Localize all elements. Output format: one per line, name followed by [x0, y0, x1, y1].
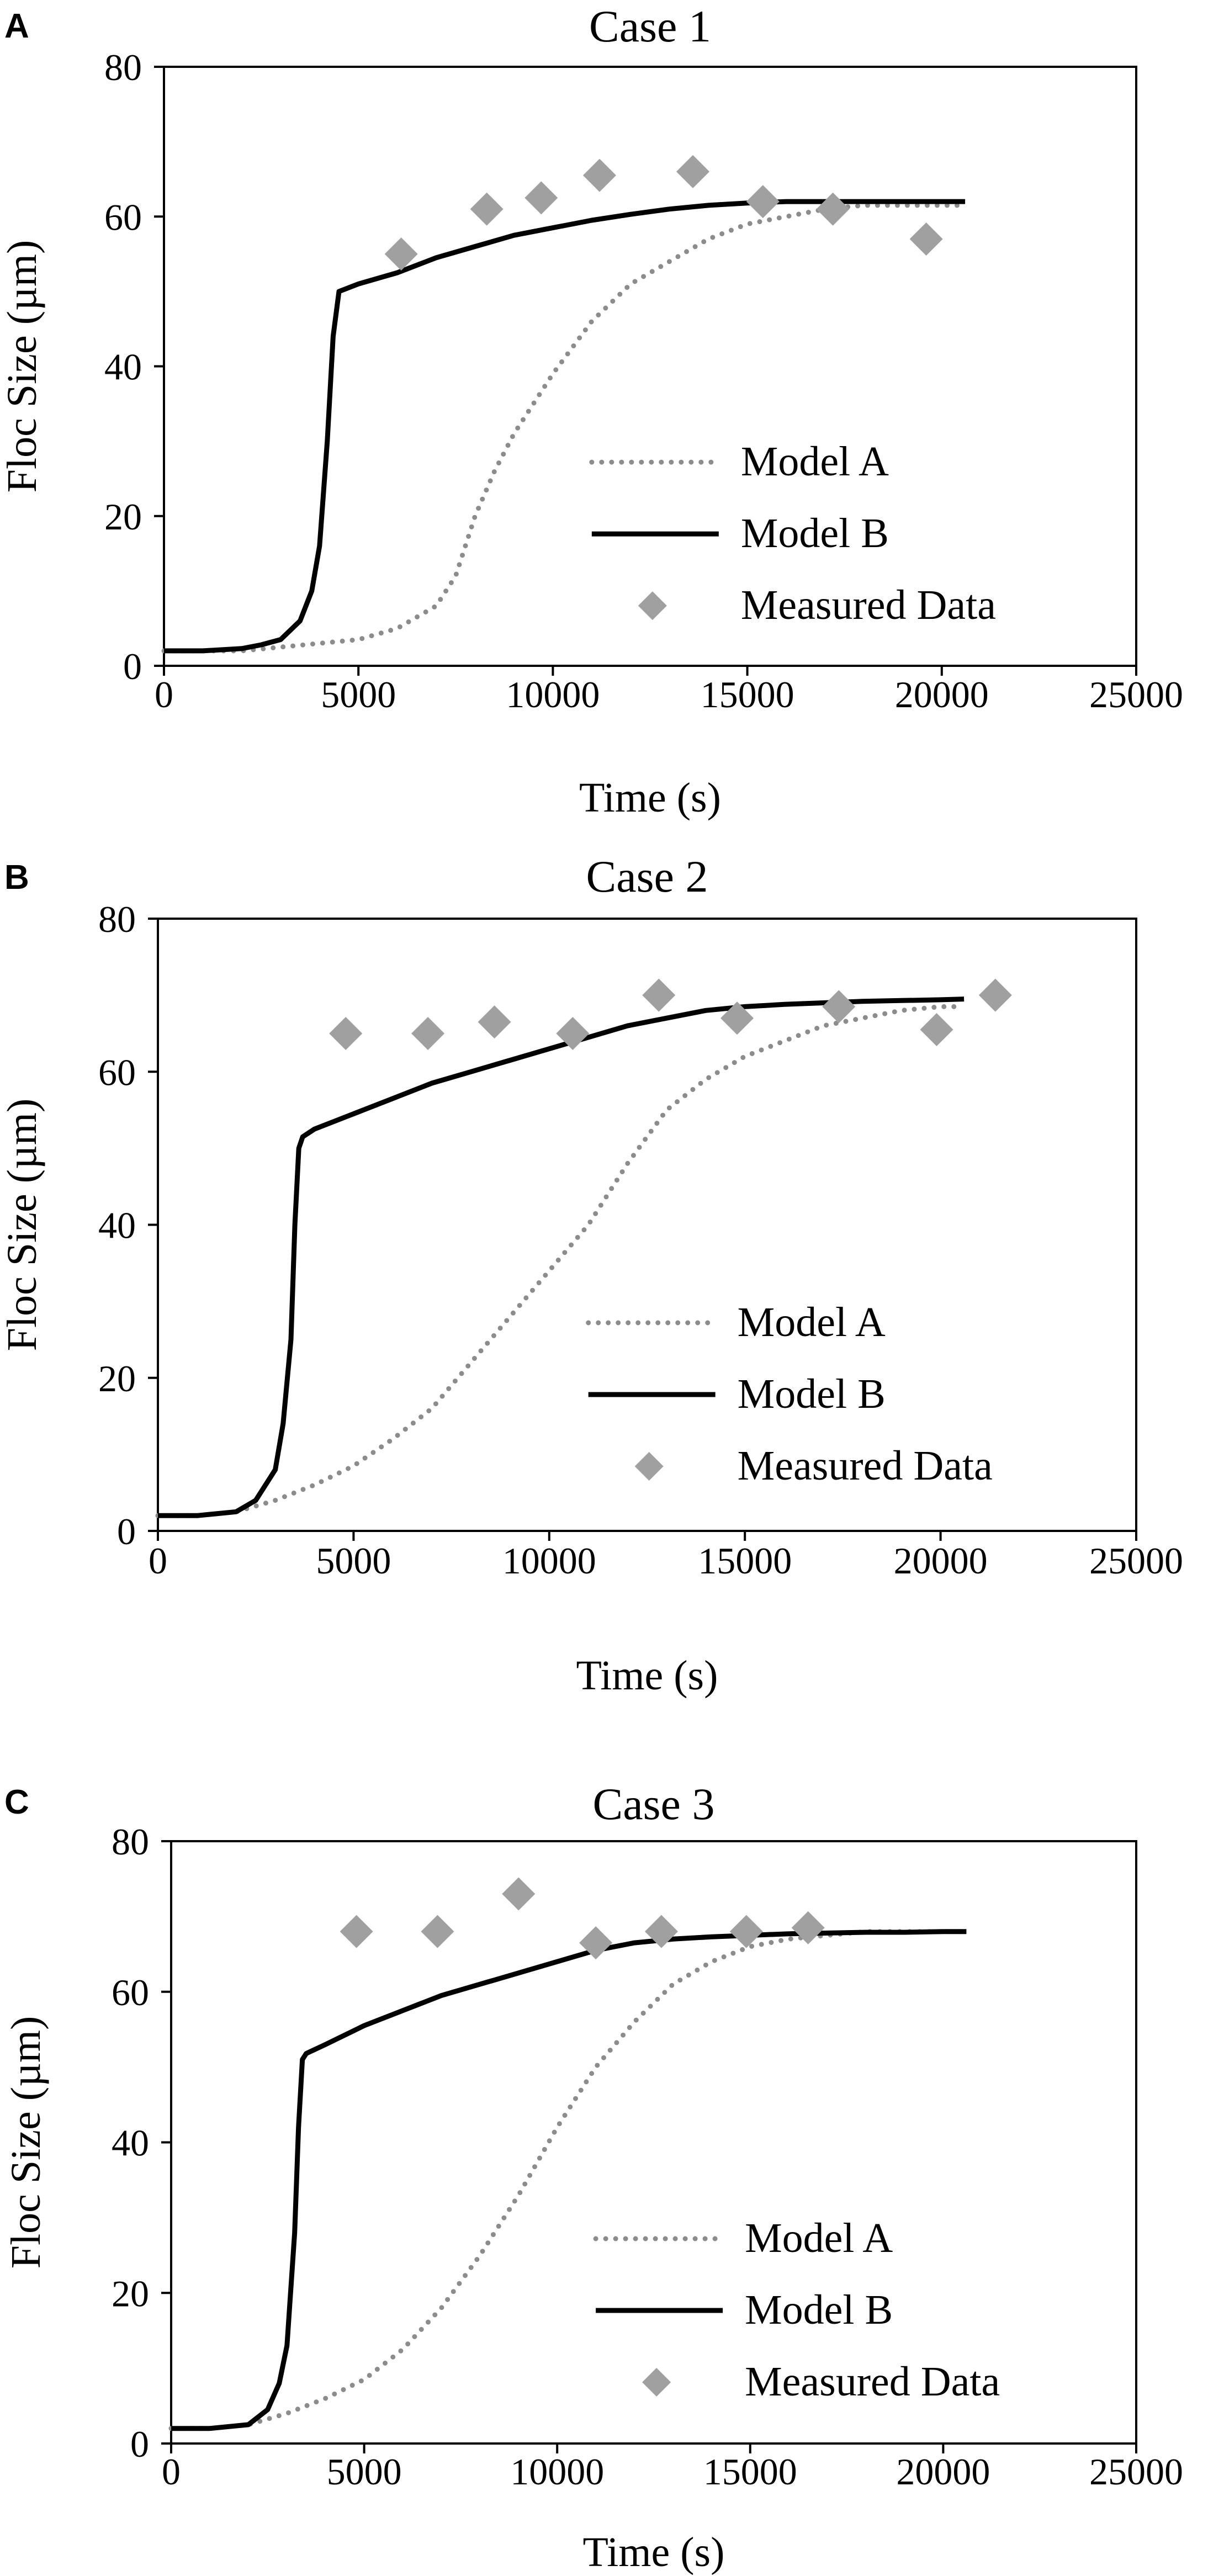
- y-tick-label: 20: [112, 2272, 149, 2314]
- measured-point: [421, 1915, 454, 1948]
- y-tick-label: 40: [112, 2122, 149, 2164]
- measured-point: [329, 1016, 363, 1050]
- legend: Model A Model B Measured Data: [593, 2215, 1000, 2405]
- x-tick-label: 5000: [316, 1540, 391, 1582]
- x-tick-label: 10000: [510, 2451, 604, 2493]
- x-tick-label: 0: [162, 2451, 181, 2493]
- measured-point: [579, 1926, 613, 1960]
- measured-point: [411, 1016, 445, 1050]
- panel-c: C Case 3 0 20 40 60 80 0 5000 10000 15000 20000 2500…: [3, 1779, 1183, 2575]
- y-tick-label: 40: [104, 346, 142, 388]
- measured-point: [720, 1001, 754, 1035]
- x-tick-label: 15000: [701, 674, 794, 715]
- legend-label: Measured Data: [741, 582, 996, 628]
- legend-label: Model B: [745, 2287, 893, 2333]
- model-a-line: [155, 1004, 963, 1518]
- measured-point: [791, 1911, 825, 1944]
- measured-point: [816, 192, 850, 226]
- legend-marker-measured: [638, 591, 667, 621]
- measured-point: [470, 192, 504, 226]
- x-axis-label: Time (s): [583, 2529, 725, 2575]
- y-tick-label: 0: [123, 645, 142, 687]
- measured-point: [642, 978, 676, 1012]
- legend-marker-measured: [642, 2368, 671, 2397]
- measured-point: [729, 1915, 763, 1948]
- measured-point: [978, 978, 1012, 1012]
- y-axis-label: Floc Size (µm): [0, 240, 45, 492]
- legend: Model A Model B Measured Data: [589, 438, 996, 628]
- model-b-line: [171, 1929, 967, 2431]
- x-tick-label: 15000: [703, 2451, 797, 2493]
- measured-point: [746, 185, 780, 219]
- legend-label: Measured Data: [745, 2358, 1000, 2405]
- legend-label: Measured Data: [738, 1443, 993, 1489]
- chart-title: Case 1: [589, 1, 711, 51]
- x-tick-label: 5000: [321, 674, 396, 715]
- plot-area: [157, 918, 1137, 1532]
- measured-point: [676, 155, 709, 188]
- panel-letter: A: [4, 7, 29, 45]
- plot-area: [163, 66, 1137, 667]
- measured-point: [524, 181, 558, 215]
- y-tick-label: 80: [112, 1821, 149, 1863]
- chart-title: Case 2: [586, 851, 708, 902]
- x-tick-label: 25000: [1089, 674, 1183, 715]
- x-tick-label: 15000: [698, 1540, 792, 1582]
- x-tick-label: 25000: [1089, 1540, 1183, 1582]
- measured-point: [384, 237, 418, 271]
- y-tick-label: 20: [98, 1358, 136, 1400]
- y-tick-label: 60: [112, 1971, 149, 2013]
- legend-label: Model B: [741, 510, 889, 556]
- y-tick-label: 60: [104, 196, 142, 238]
- measured-point: [822, 990, 856, 1024]
- model-b-line: [164, 199, 966, 654]
- x-tick-label: 20000: [894, 1540, 988, 1582]
- legend-label: Model A: [738, 1299, 886, 1345]
- panel-letter: C: [4, 1783, 29, 1821]
- y-tick-label: 0: [117, 1510, 136, 1552]
- x-tick-label: 0: [155, 674, 173, 715]
- measured-point: [909, 222, 943, 256]
- x-tick-label: 0: [149, 1540, 167, 1582]
- x-tick-label: 10000: [506, 674, 600, 715]
- x-tick-label: 5000: [327, 2451, 402, 2493]
- measured-point: [920, 1013, 953, 1047]
- y-tick-label: 80: [98, 898, 136, 940]
- model-a-line: [161, 203, 964, 654]
- legend-label: Model B: [738, 1371, 886, 1417]
- x-tick-label: 25000: [1089, 2451, 1183, 2493]
- y-tick-label: 20: [104, 496, 142, 538]
- measured-point: [582, 158, 616, 192]
- measured-point: [502, 1877, 536, 1911]
- legend: Model A Model B Measured Data: [586, 1299, 993, 1489]
- x-tick-label: 20000: [896, 2451, 990, 2493]
- y-tick-label: 40: [98, 1205, 136, 1247]
- panel-letter: B: [4, 858, 29, 897]
- measured-point: [556, 1016, 590, 1050]
- y-axis-label: Floc Size (µm): [3, 2016, 49, 2268]
- y-tick-label: 0: [130, 2423, 149, 2465]
- model-a-line: [168, 1929, 965, 2431]
- chart-title: Case 3: [593, 1779, 715, 1829]
- y-tick-label: 60: [98, 1051, 136, 1093]
- panel-a: A Case 1 0 20 40 60 80 0 5000 10000 15000 20000 2500…: [0, 1, 1183, 821]
- y-axis-label: Floc Size (µm): [0, 1099, 45, 1351]
- y-tick-label: 80: [104, 46, 142, 88]
- panel-b: B Case 2 0 20 40 60 80 0 5000 10000 15000 20000 2500…: [0, 851, 1183, 1699]
- legend-label: Model A: [741, 438, 889, 485]
- measured-point: [644, 1915, 678, 1948]
- model-b-line: [158, 997, 965, 1518]
- x-axis-label: Time (s): [576, 1652, 718, 1699]
- x-tick-label: 10000: [502, 1540, 596, 1582]
- x-axis-label: Time (s): [579, 775, 721, 821]
- x-tick-label: 20000: [895, 674, 989, 715]
- measured-point: [340, 1915, 373, 1948]
- legend-marker-measured: [634, 1451, 664, 1481]
- legend-label: Model A: [745, 2215, 893, 2261]
- measured-point: [478, 1005, 511, 1039]
